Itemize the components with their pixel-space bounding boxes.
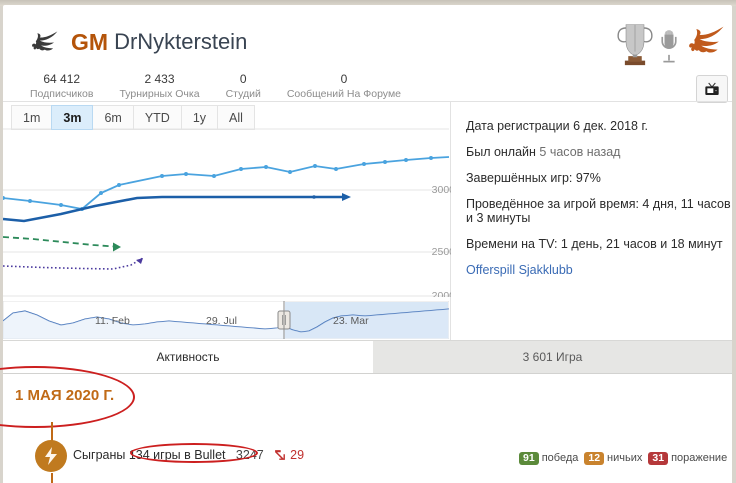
svg-text:3000: 3000 xyxy=(432,184,451,196)
svg-text:2500: 2500 xyxy=(432,246,451,258)
svg-text:23. Mar: 23. Mar xyxy=(333,315,369,327)
svg-text:11. Feb: 11. Feb xyxy=(95,315,130,327)
svg-text:29. Jul: 29. Jul xyxy=(206,315,237,327)
svg-text:2000: 2000 xyxy=(432,290,451,297)
